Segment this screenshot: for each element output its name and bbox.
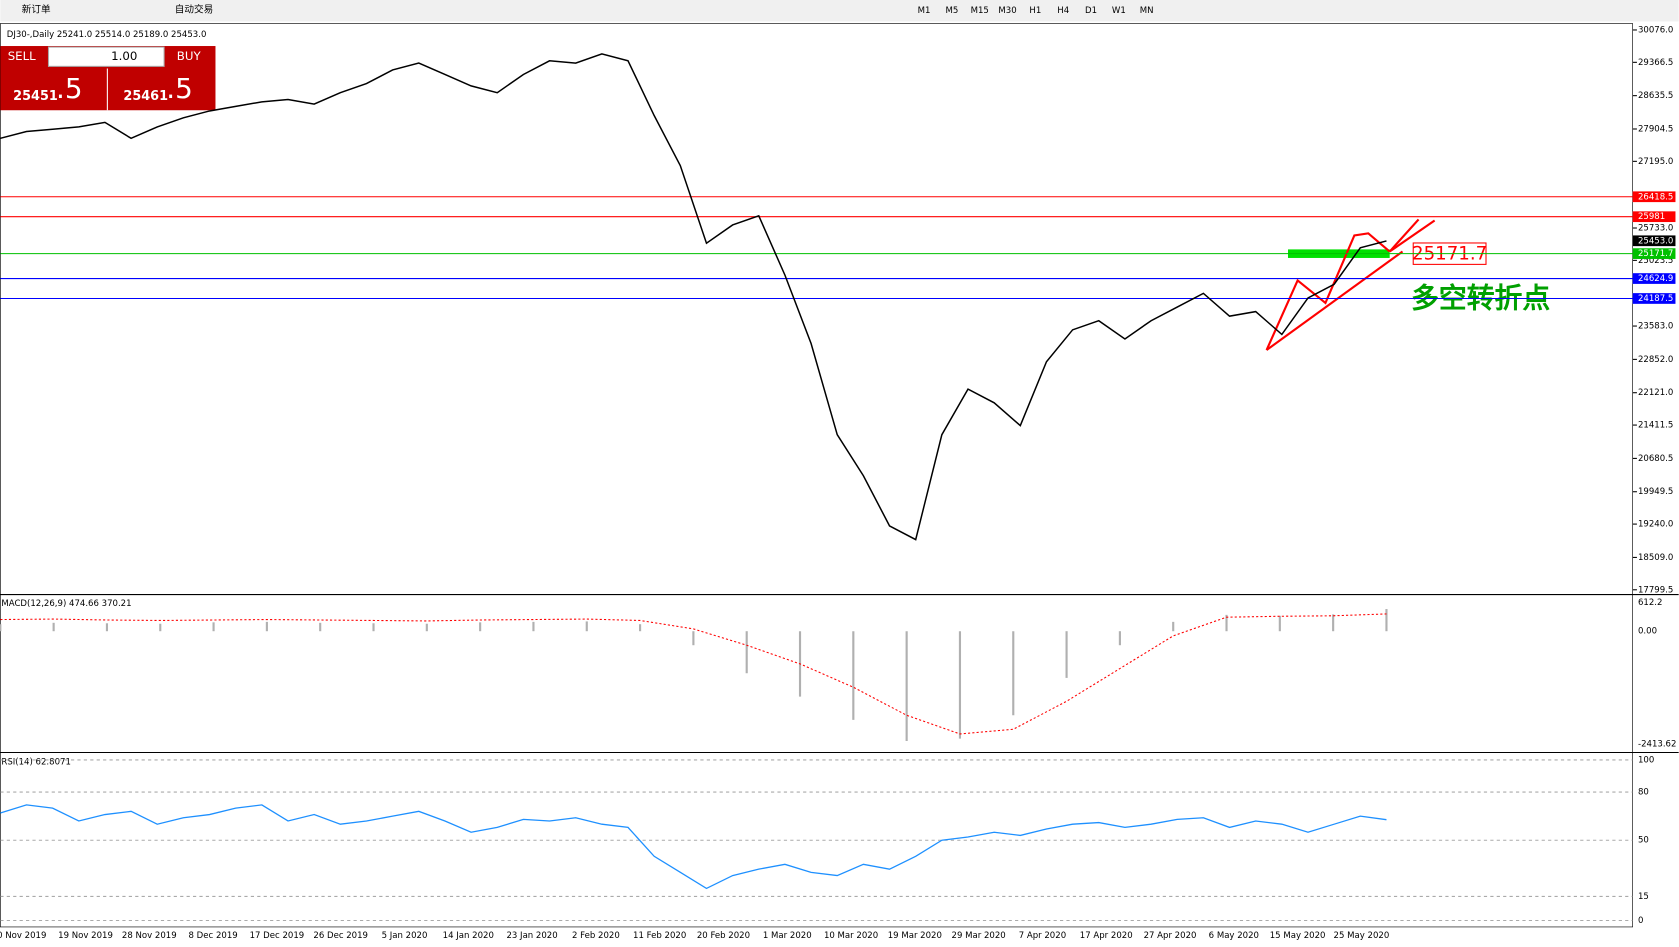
rsi-tick-label: 100 [1638,755,1654,765]
y-tick-label: 27195.0 [1638,157,1673,167]
rsi-tick-label: 50 [1638,836,1649,846]
y-tick-label: 25023.5 [1638,256,1673,266]
rsi-tick-label: 80 [1638,788,1649,798]
y-tick-label: 30076.0 [1638,25,1673,35]
date-label: 17 Apr 2020 [1080,931,1133,941]
y-tick-label: 20680.5 [1638,454,1673,464]
buy-price: 25461 [123,89,168,104]
level-tag-label: 26418.5 [1638,192,1673,202]
level-tag [1632,191,1676,203]
level-tag-label: 25171.7 [1638,249,1673,259]
timeframe-button[interactable]: M5 [945,6,958,16]
timeframe-button[interactable]: D1 [1085,6,1097,16]
date-label: 7 Apr 2020 [1019,931,1066,941]
chart-header: DJ30-,Daily 25241.0 25514.0 25189.0 2545… [7,30,207,40]
rsi-tick-label: 0 [1638,916,1643,926]
rsi-tick-label: 15 [1638,892,1649,902]
toolbar [0,0,1679,22]
new-order-button[interactable]: 新订单 [22,4,51,16]
y-tick-label: 23583.0 [1638,322,1673,332]
date-label: 26 Dec 2019 [313,931,368,941]
date-label: 29 Mar 2020 [952,931,1006,941]
date-label: 19 Mar 2020 [888,931,942,941]
sell-price-pips: .5 [56,72,83,105]
macd-tick-label: 0.00 [1638,627,1657,637]
macd-tick-label: -2413.62 [1638,739,1676,749]
date-label: 2 Feb 2020 [572,931,620,941]
date-label: 5 Jan 2020 [382,931,428,941]
level-tag [1632,293,1676,304]
date-label: 28 Nov 2019 [122,931,177,941]
y-tick-label: 19949.5 [1638,487,1673,497]
macd-signal [0,613,1387,735]
y-tick-label: 21411.5 [1638,421,1673,431]
y-tick-label: 28635.5 [1638,91,1673,101]
date-label: 19 Nov 2019 [58,931,113,941]
timeframe-button[interactable]: MN [1140,6,1154,16]
date-label: 15 May 2020 [1270,931,1326,941]
price-line [0,53,1387,541]
timeframe-button[interactable]: M1 [918,6,931,16]
date-label: 0 Nov 2019 [0,931,46,941]
date-label: 23 Jan 2020 [506,931,557,941]
current-price-tag [1632,235,1676,247]
level-tag-label: 24187.5 [1638,294,1673,304]
timeframe-button[interactable]: W1 [1112,6,1126,16]
date-label: 17 Dec 2019 [250,931,305,941]
level-tag-label: 25981 [1638,212,1665,222]
date-label: 11 Feb 2020 [633,931,686,941]
auto-trade-button[interactable]: 自动交易 [175,4,214,16]
timeframe-button[interactable]: H1 [1029,6,1041,16]
lot-input[interactable]: 1.00 [111,49,137,63]
macd-header: MACD(12,26,9) 474.66 370.21 [1,599,131,609]
date-label: 10 Mar 2020 [824,931,878,941]
date-label: 6 May 2020 [1209,931,1259,941]
date-label: 8 Dec 2019 [189,931,238,941]
date-label: 27 Apr 2020 [1144,931,1197,941]
buy-price-pips: .5 [166,72,193,105]
y-tick-label: 27904.5 [1638,124,1673,134]
trade-panel: SELL BUY 1.00 25451 .5 25461 .5 [0,46,216,111]
rsi-header: RSI(14) 62.8071 [1,758,71,768]
date-label: 25 May 2020 [1334,931,1390,941]
level-tag [1632,248,1676,259]
annotation-price: 25171.7 [1412,244,1487,265]
y-tick-label: 22121.0 [1638,388,1673,398]
y-tick-label: 19240.0 [1638,520,1673,530]
date-label: 20 Feb 2020 [697,931,750,941]
sell-button[interactable]: SELL [8,49,36,63]
timeframe-button[interactable]: M15 [971,6,989,16]
timeframe-button[interactable]: H4 [1057,6,1069,16]
trend-arrows [1265,218,1436,351]
buy-button[interactable]: BUY [177,49,202,63]
y-tick-label: 25733.0 [1638,224,1673,234]
y-tick-label: 22852.0 [1638,355,1673,365]
level-tag [1632,273,1676,284]
rsi-line [0,804,1387,890]
timeframe-button[interactable]: M30 [998,6,1016,16]
date-label: 1 Mar 2020 [763,931,812,941]
sell-price: 25451 [13,89,58,104]
current-price-label: 25453.0 [1638,236,1673,246]
level-tag [1632,211,1676,223]
chart-frame [0,23,1633,928]
y-tick-label: 18509.0 [1638,553,1673,563]
y-tick-label: 29366.5 [1638,58,1673,68]
macd-tick-label: 612.2 [1638,598,1662,608]
level-tag-label: 24624.9 [1638,274,1673,284]
date-label: 14 Jan 2020 [443,931,494,941]
y-tick-label: 17799.5 [1638,585,1673,595]
